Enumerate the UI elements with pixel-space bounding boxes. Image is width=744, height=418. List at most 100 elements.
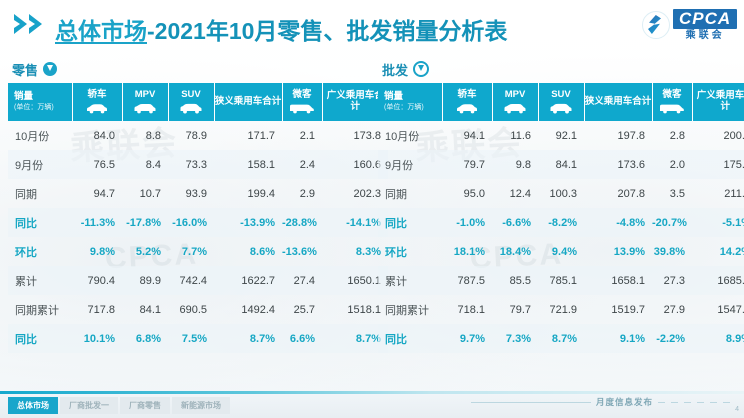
cell-suv: 78.9 xyxy=(185,129,207,142)
row-label: 同期累计 xyxy=(385,304,429,317)
cell-narrow-pv: 173.6 xyxy=(584,150,652,179)
table-row: 同比 -1.0% -6.6% -8.2% -4.8% -20.7% -5.1% xyxy=(378,208,744,237)
table-header-row: 销量 (单位：万辆) 轿车 MPV xyxy=(378,83,744,121)
cell-narrow-pv: 1622.7 xyxy=(214,266,282,295)
col-header-metric-label: 销量 xyxy=(384,91,404,103)
row-label: 同比 xyxy=(8,324,72,353)
col-header-sedan: 轿车 xyxy=(442,83,493,121)
cell-narrow-pv: 197.8 xyxy=(617,129,645,142)
cell-sedan: 76.5 xyxy=(72,150,122,179)
table-row: 10月份 84.0 8.8 78.9 171.7 2.1 173.8 xyxy=(8,121,388,150)
cell-sedan: 9.7% xyxy=(442,324,492,353)
cell-broad-pv: 211.3 xyxy=(724,187,744,200)
tab-overall-market[interactable]: 总体市场 xyxy=(8,397,58,414)
tab-manufacturer-wholesale[interactable]: 厂商批发一 xyxy=(60,397,118,414)
cell-minivan: 27.9 xyxy=(663,303,685,316)
row-label: 同期 xyxy=(385,188,407,201)
tab-new-energy-market[interactable]: 新能源市场 xyxy=(172,397,230,414)
cell-mpv: 7.3% xyxy=(492,324,538,353)
cell-sedan: 790.4 xyxy=(72,266,122,295)
suv-icon xyxy=(169,103,214,114)
col-header-suv: SUV xyxy=(538,83,585,121)
cell-minivan: -20.7% xyxy=(652,208,692,237)
cell-narrow-pv: 158.1 xyxy=(214,150,282,179)
cell-minivan: 25.7 xyxy=(293,303,315,316)
cell-mpv: 84.1 xyxy=(139,303,161,316)
mpv-icon xyxy=(123,103,168,114)
cell-sedan: 84.0 xyxy=(93,129,115,142)
cell-suv: 93.9 xyxy=(185,187,207,200)
cell-mpv: 85.5 xyxy=(492,266,538,295)
cell-suv: -16.0% xyxy=(168,208,214,237)
row-label: 同比 xyxy=(8,208,72,237)
row-label: 累计 xyxy=(378,266,442,295)
cell-broad-pv: 14.2% xyxy=(719,245,744,258)
cell-suv: 7.7% xyxy=(181,245,207,258)
cell-narrow-pv: 9.1% xyxy=(584,324,652,353)
page-number: 4 xyxy=(735,406,739,413)
col-header-suv-label: SUV xyxy=(551,89,571,101)
cell-sedan: 18.1% xyxy=(453,245,485,258)
cell-broad-pv: 8.3% xyxy=(355,245,381,258)
col-header-minivan-label: 微客 xyxy=(662,89,682,101)
cell-mpv: 12.4 xyxy=(509,187,531,200)
table-row: 同比 9.7% 7.3% 8.7% 9.1% -2.2% 8.9% xyxy=(378,324,744,353)
table-row: 累计 787.5 85.5 785.1 1658.1 27.3 1685.4 xyxy=(378,266,744,295)
row-label: 同比 xyxy=(378,208,442,237)
cell-sedan: 9.8% xyxy=(89,245,115,258)
col-header-minivan: 微客 xyxy=(282,83,323,121)
col-header-mpv-label: MPV xyxy=(134,89,156,101)
footer-divider-line xyxy=(470,401,591,403)
cell-minivan: -13.6% xyxy=(282,245,317,258)
cell-minivan: 2.0 xyxy=(652,150,692,179)
logo-chinese: 乘联会 xyxy=(685,30,725,41)
cell-broad-pv: 173.8 xyxy=(353,129,381,142)
cell-narrow-pv: 8.7% xyxy=(214,324,282,353)
cell-suv: 9.4% xyxy=(551,245,577,258)
footer-note: 月度信息发布 xyxy=(595,397,653,407)
footer-tabs: 总体市场 厂商批发一 厂商零售 新能源市场 xyxy=(8,397,230,414)
col-header-mpv: MPV xyxy=(122,83,169,121)
col-header-mpv: MPV xyxy=(492,83,539,121)
down-arrow-circle-icon xyxy=(413,61,430,77)
footer-dashed-line xyxy=(658,401,736,403)
cell-broad-pv: 160.6 xyxy=(322,150,388,179)
row-label: 10月份 xyxy=(385,130,420,143)
down-arrow-circle-icon xyxy=(43,62,58,76)
cell-narrow-pv: 199.4 xyxy=(247,187,275,200)
page-title: 总体市场-2021年10月零售、批发销量分析表 xyxy=(55,12,507,46)
col-header-metric: 销量 (单位：万辆) xyxy=(378,83,443,121)
table-row: 同比 10.1% 6.8% 7.5% 8.7% 6.6% 8.7% xyxy=(8,324,388,353)
cell-minivan: -2.2% xyxy=(652,324,692,353)
cell-narrow-pv: 8.6% xyxy=(249,245,275,258)
table-row: 同期 94.7 10.7 93.9 199.4 2.9 202.3 xyxy=(8,179,388,208)
cell-broad-pv: 1685.4 xyxy=(692,266,744,295)
row-label: 9月份 xyxy=(8,150,72,179)
row-label: 同期 xyxy=(15,188,37,201)
tab-manufacturer-retail[interactable]: 厂商零售 xyxy=(120,397,170,414)
col-header-metric-unit: (单位：万辆) xyxy=(384,103,424,111)
table-row: 同比 -11.3% -17.8% -16.0% -13.9% -28.8% -1… xyxy=(8,208,388,237)
cell-minivan: 2.9 xyxy=(299,187,315,200)
col-header-metric-unit: (单位：万辆) xyxy=(14,103,54,111)
cell-mpv: 10.7 xyxy=(139,187,161,200)
cell-suv: 7.5% xyxy=(168,324,214,353)
page-title-rest: -2021年10月零售、批发销量分析表 xyxy=(147,18,508,44)
cell-sedan: -1.0% xyxy=(442,208,492,237)
cell-minivan: 2.8 xyxy=(669,129,685,142)
wholesale-table-body: 10月份 94.1 11.6 92.1 197.8 2.8 200.6 9月份 … xyxy=(378,121,744,353)
cell-mpv: 8.8 xyxy=(145,129,161,142)
col-header-narrow-pv-total: 狭义乘用车合计 xyxy=(584,83,653,121)
cell-sedan: 10.1% xyxy=(72,324,122,353)
suv-icon xyxy=(539,103,584,114)
cell-suv: 690.5 xyxy=(179,303,207,316)
double-chevron-right-icon xyxy=(12,13,50,35)
slide-footer: 总体市场 厂商批发一 厂商零售 新能源市场 月度信息发布 4 xyxy=(0,391,744,418)
cell-broad-pv: -5.1% xyxy=(692,208,744,237)
cpca-swoosh-icon xyxy=(642,11,670,39)
cell-broad-pv: 1518.1 xyxy=(347,303,381,316)
page-title-highlight: 总体市场 xyxy=(55,18,147,44)
logo-acronym: CPCA xyxy=(673,9,738,29)
cell-mpv: -6.6% xyxy=(492,208,538,237)
